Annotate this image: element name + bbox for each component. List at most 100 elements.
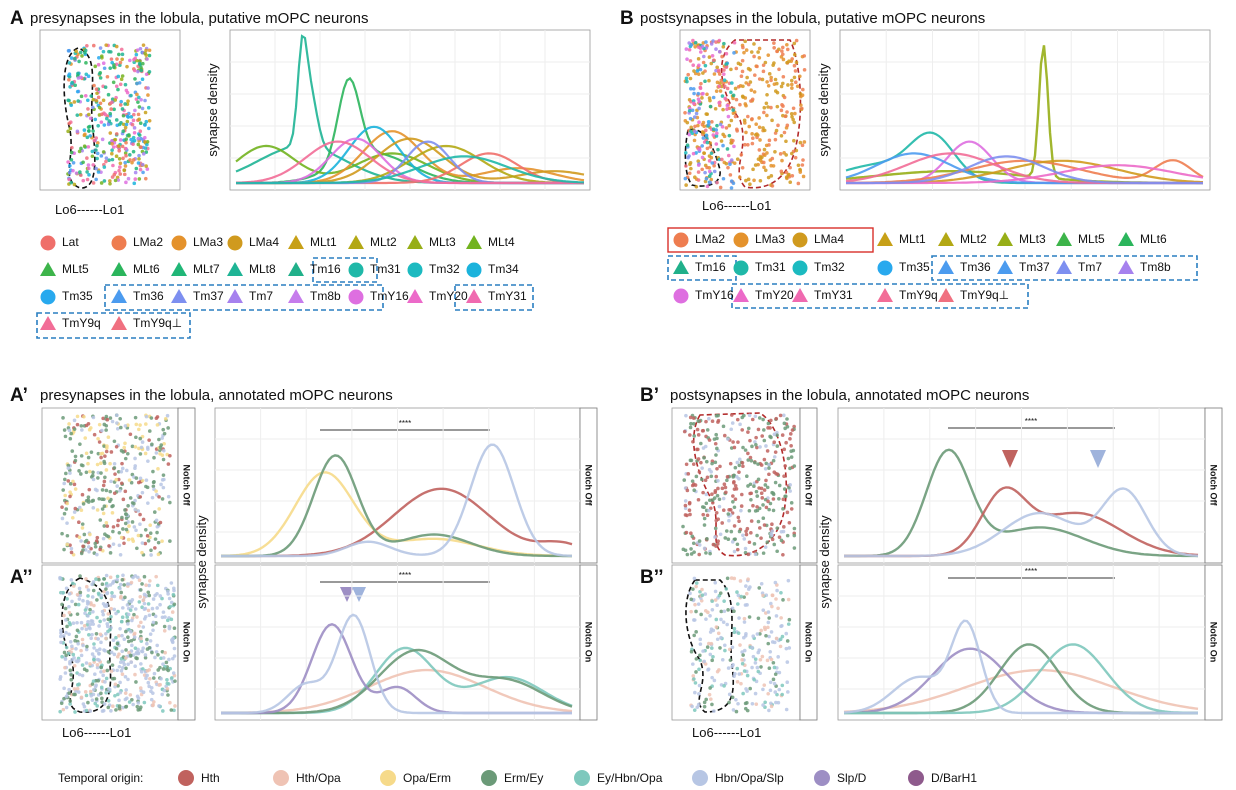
scatter-point	[784, 631, 789, 636]
legend-label: TmY20	[429, 289, 468, 303]
legend-marker	[814, 770, 830, 786]
scatter-point	[762, 438, 767, 443]
scatter-point	[785, 110, 789, 114]
scatter-point	[683, 506, 688, 511]
scatter-point	[93, 541, 98, 546]
scatter-point	[86, 107, 90, 111]
scatter-point	[138, 436, 143, 441]
scatter-point	[77, 597, 82, 601]
scatter-point	[786, 622, 791, 626]
scatter-point	[792, 533, 797, 538]
scatter-point	[752, 90, 757, 94]
scatter-point	[722, 482, 727, 487]
scatter-point	[147, 126, 151, 131]
scatter-point	[138, 129, 143, 133]
scatter-point	[121, 122, 126, 127]
scatter-point	[84, 693, 89, 698]
scatter-point	[94, 87, 99, 92]
scatter-point	[110, 663, 115, 667]
scatter-point	[704, 112, 709, 116]
scatter-point	[765, 92, 769, 97]
scatter-point	[737, 616, 741, 620]
scatter-point	[748, 491, 752, 496]
scatter-point	[99, 455, 103, 460]
scatter-point	[711, 133, 716, 137]
scatter-point	[728, 173, 733, 177]
scatter-point	[709, 627, 714, 631]
scatter-point	[146, 459, 150, 463]
scatter-point	[150, 606, 155, 611]
scatter-point	[784, 170, 789, 175]
scatter-point	[707, 692, 712, 697]
scatter-point	[102, 461, 107, 466]
scatter-point	[702, 140, 707, 144]
scatter-point	[150, 495, 155, 500]
scatter-point	[730, 695, 735, 700]
scatter-point	[729, 446, 734, 450]
scatter-point	[751, 136, 755, 141]
scatter-point	[763, 60, 768, 65]
scatter-point	[758, 138, 762, 142]
scatter-point	[787, 646, 792, 650]
scatter-point	[67, 592, 72, 596]
scatter-point	[106, 612, 111, 616]
scatter-point	[708, 141, 713, 145]
legend-label: LMa4	[249, 235, 279, 249]
scatter-point	[689, 552, 694, 556]
scatter-point	[107, 687, 111, 691]
scatter-point	[158, 594, 163, 598]
scatter-point	[714, 40, 718, 44]
scatter-point	[80, 522, 85, 526]
scatter-point	[114, 444, 119, 449]
scatter-point	[83, 436, 88, 440]
scatter-point	[703, 592, 708, 596]
scatter-point	[129, 580, 134, 585]
scatter-point	[127, 478, 132, 482]
scatter-point	[64, 586, 69, 591]
scatter-point	[107, 119, 112, 123]
scatter-point	[95, 535, 100, 540]
scatter-point	[777, 483, 782, 488]
scatter-point	[703, 478, 708, 483]
scatter-point	[81, 548, 85, 552]
scatter-point	[766, 641, 771, 646]
scatter-point	[138, 594, 143, 599]
scatter-point	[100, 112, 104, 117]
scatter-point	[138, 588, 143, 592]
scatter-point	[117, 156, 122, 161]
scatter-point	[720, 657, 725, 662]
scatter-point	[131, 575, 135, 580]
scatter-point	[118, 626, 122, 631]
scatter-point	[783, 494, 787, 499]
scatter-point	[157, 437, 161, 442]
scatter-point	[125, 119, 130, 124]
scatter-point	[133, 456, 137, 461]
scatter-point	[708, 551, 712, 556]
scatter-point	[59, 640, 63, 645]
scatter-point	[738, 62, 743, 67]
group-box	[731, 283, 1029, 309]
scatter-point	[85, 177, 90, 182]
scatter-point	[753, 163, 758, 167]
scatter-point	[761, 687, 765, 692]
scatter-point	[71, 168, 75, 173]
scatter-point	[701, 130, 706, 135]
scatter-point	[737, 529, 742, 534]
scatter-point	[147, 613, 152, 618]
scatter-point	[689, 421, 693, 426]
scatter-point	[76, 690, 81, 694]
scatter-point	[160, 539, 164, 543]
scatter-point	[109, 57, 114, 61]
scatter-point	[695, 705, 700, 710]
scatter-point	[698, 637, 703, 642]
scatter-point	[770, 529, 775, 533]
scatter-point	[774, 636, 779, 641]
scatter-point	[91, 97, 96, 102]
scatter-point	[161, 427, 166, 432]
scatter-point	[88, 116, 93, 121]
facet-strip	[799, 564, 818, 721]
scatter-point	[724, 126, 729, 130]
scatter-point	[134, 651, 138, 656]
scatter-point	[138, 167, 143, 172]
